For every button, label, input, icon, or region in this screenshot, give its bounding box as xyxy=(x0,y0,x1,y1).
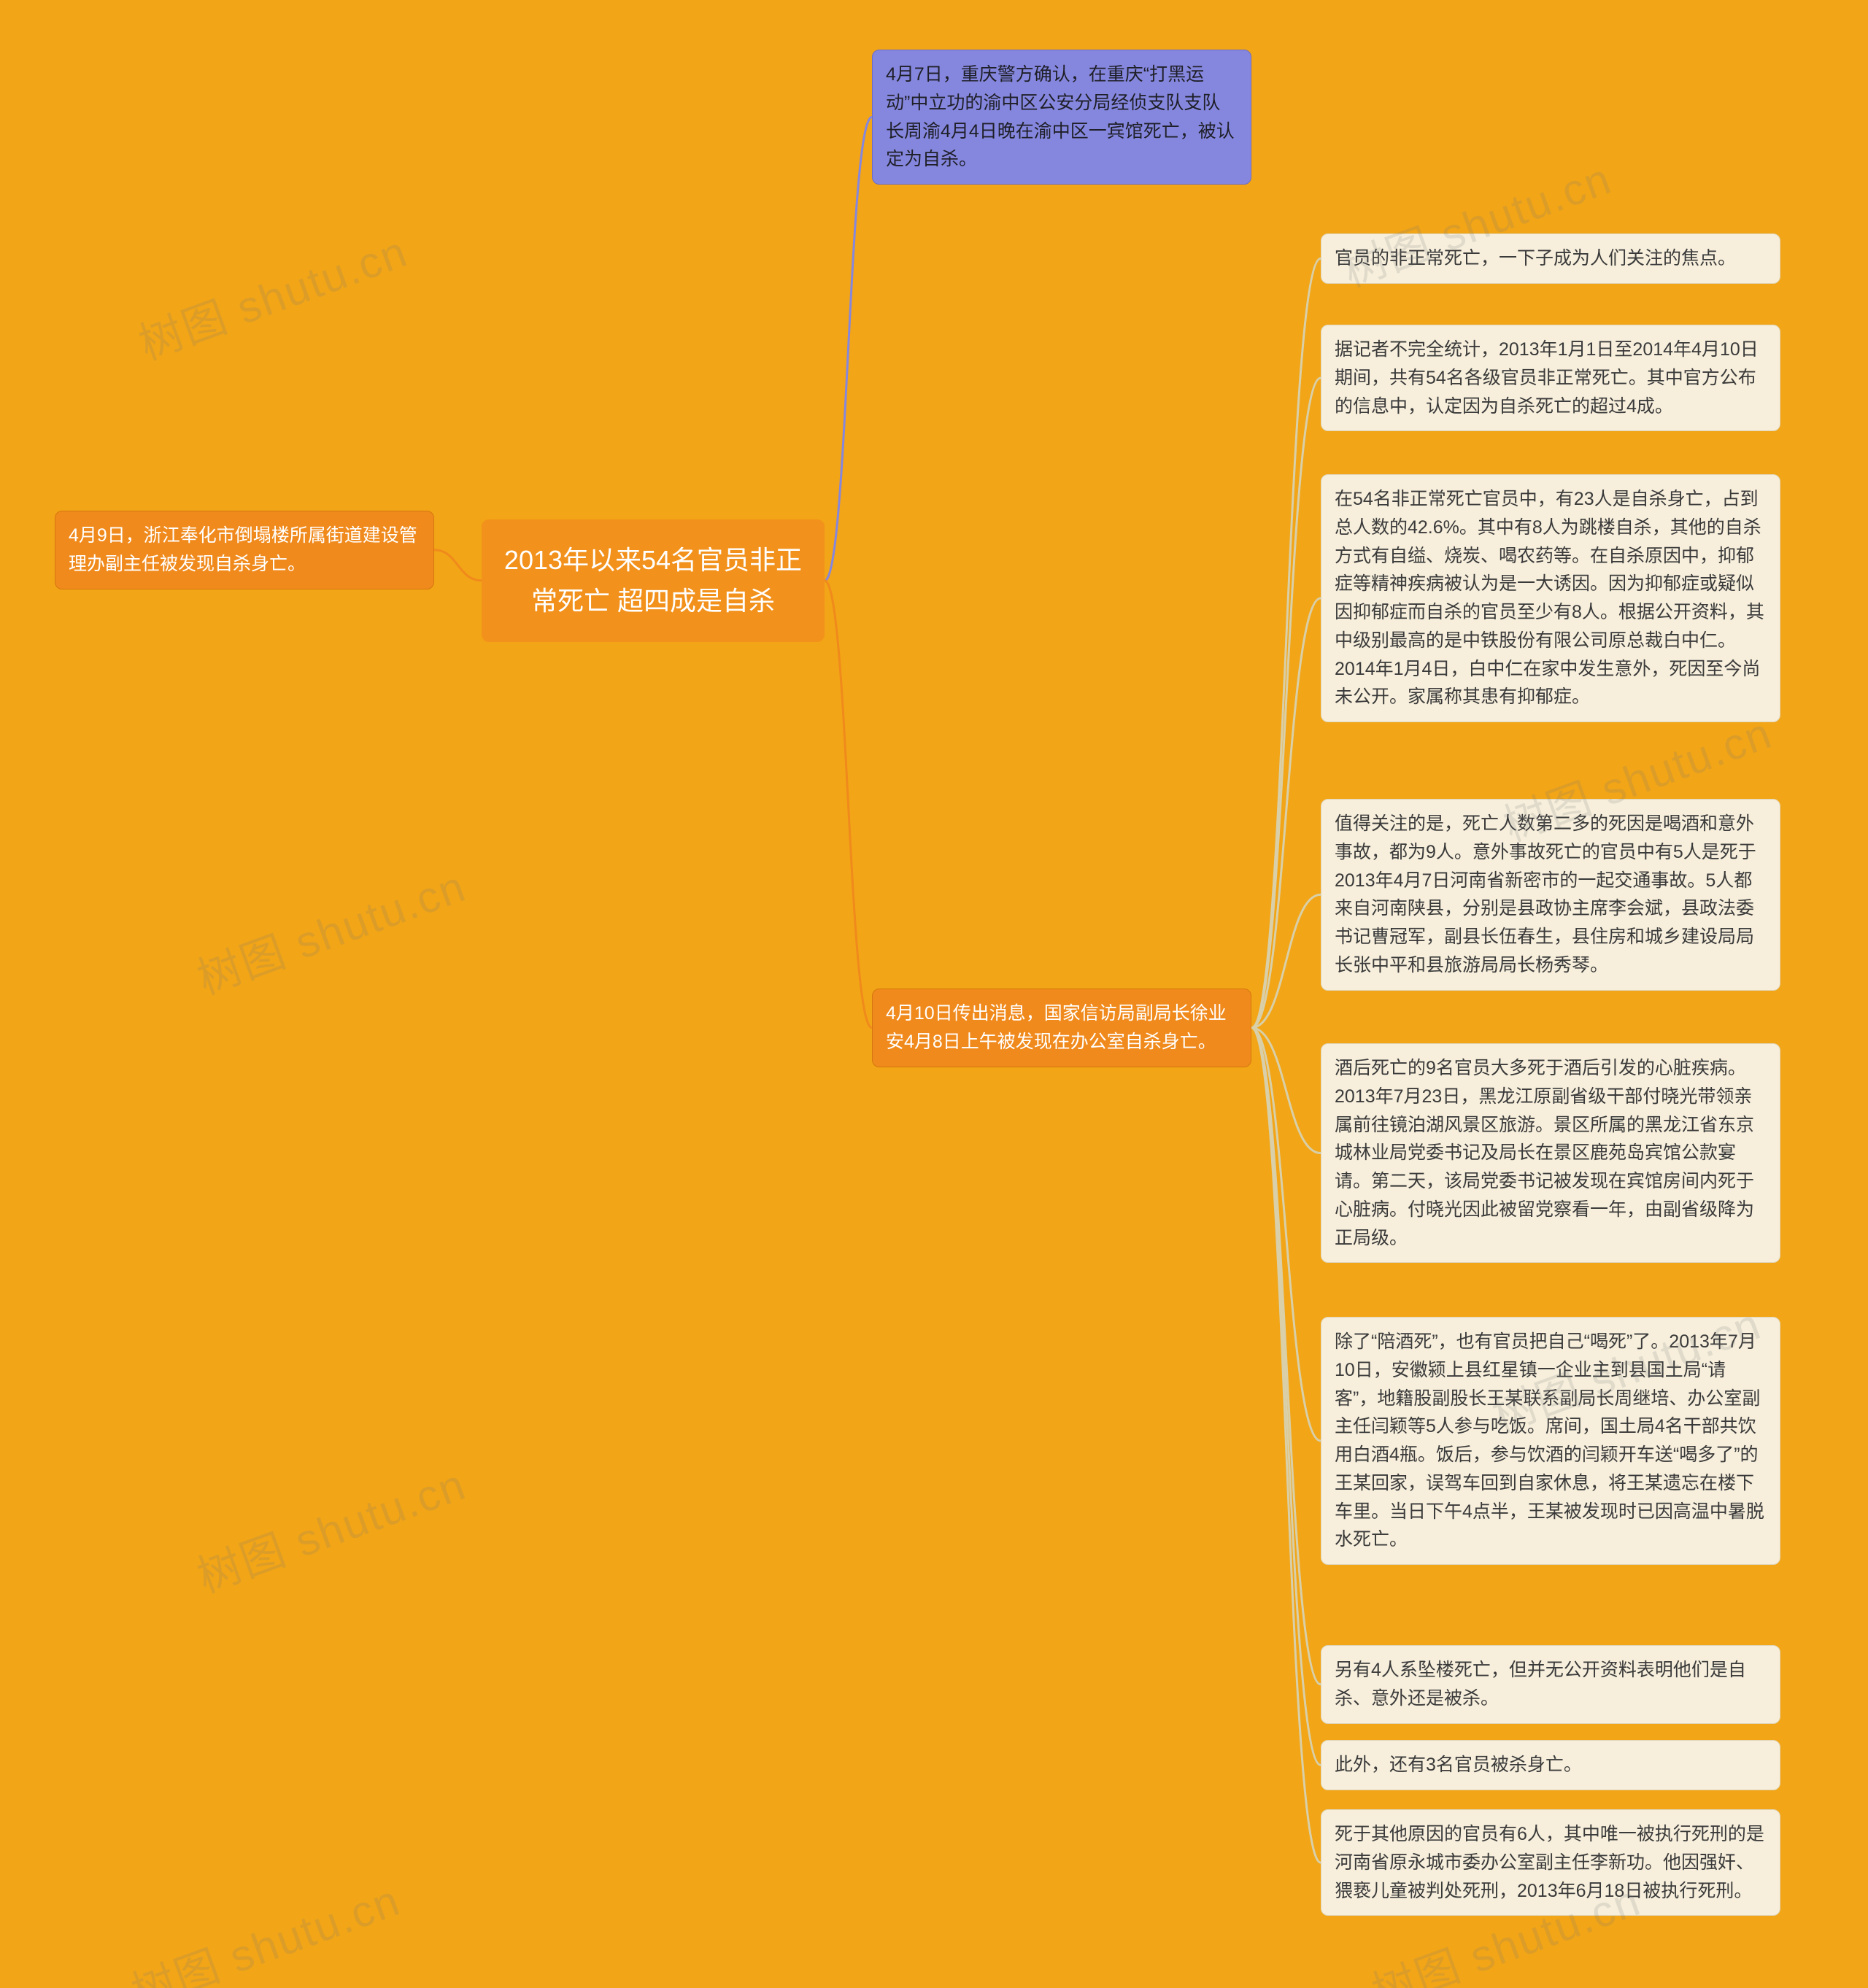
watermark: 树图 shutu.cn xyxy=(129,217,415,373)
detail-node-1: 据记者不完全统计，2013年1月1日至2014年4月10日期间，共有54名各级官… xyxy=(1321,325,1780,431)
orange-branch-node: 4月10日传出消息，国家信访局副局长徐业安4月8日上午被发现在办公室自杀身亡。 xyxy=(872,989,1251,1067)
detail-node-4: 酒后死亡的9名官员大多死于酒后引发的心脏疾病。2013年7月23日，黑龙江原副省… xyxy=(1321,1043,1780,1263)
center-node: 2013年以来54名官员非正常死亡 超四成是自杀 xyxy=(482,519,825,642)
watermark: 树图 shutu.cn xyxy=(188,1450,474,1606)
detail-node-3: 值得关注的是，死亡人数第二多的死因是喝酒和意外事故，都为9人。意外事故死亡的官员… xyxy=(1321,799,1780,991)
left-branch-node: 4月9日，浙江奉化市倒塌楼所属街道建设管理办副主任被发现自杀身亡。 xyxy=(55,511,434,589)
watermark: 树图 shutu.cn xyxy=(188,851,474,1007)
detail-node-8: 死于其他原因的官员有6人，其中唯一被执行死刑的是河南省原永城市委办公室副主任李新… xyxy=(1321,1809,1780,1916)
watermark: 树图 shutu.cn xyxy=(122,1865,408,1988)
detail-node-0: 官员的非正常死亡，一下子成为人们关注的焦点。 xyxy=(1321,233,1780,284)
detail-node-6: 另有4人系坠楼死亡，但并无公开资料表明他们是自杀、意外还是被杀。 xyxy=(1321,1645,1780,1724)
detail-node-7: 此外，还有3名官员被杀身亡。 xyxy=(1321,1740,1780,1790)
detail-node-5: 除了“陪酒死”，也有官员把自己“喝死”了。2013年7月10日，安徽颍上县红星镇… xyxy=(1321,1317,1780,1565)
detail-node-2: 在54名非正常死亡官员中，有23人是自杀身亡，占到总人数的42.6%。其中有8人… xyxy=(1321,474,1780,722)
blue-branch-node: 4月7日，重庆警方确认，在重庆“打黑运动”中立功的渝中区公安分局经侦支队支队长周… xyxy=(872,50,1251,185)
